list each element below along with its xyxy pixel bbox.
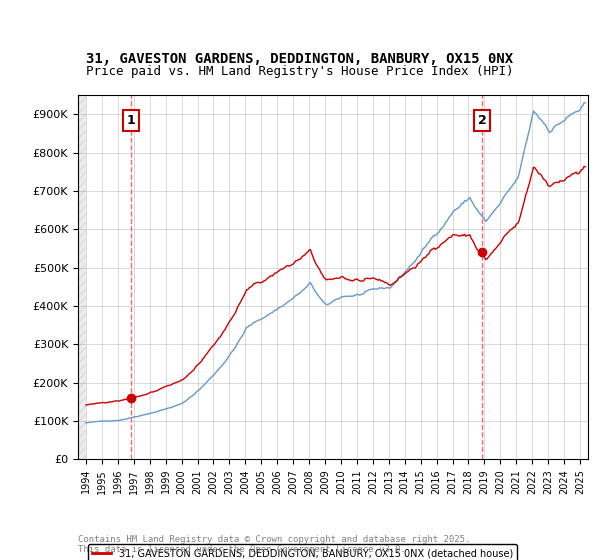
Text: 2: 2: [478, 114, 487, 127]
Bar: [78, 95, 86, 459]
Legend: 31, GAVESTON GARDENS, DEDDINGTON, BANBURY, OX15 0NX (detached house), HPI: Avera: 31, GAVESTON GARDENS, DEDDINGTON, BANBUR…: [88, 544, 517, 560]
Text: 31, GAVESTON GARDENS, DEDDINGTON, BANBURY, OX15 0NX: 31, GAVESTON GARDENS, DEDDINGTON, BANBUR…: [86, 52, 514, 66]
Text: 1: 1: [127, 114, 136, 127]
Text: Contains HM Land Registry data © Crown copyright and database right 2025.
This d: Contains HM Land Registry data © Crown c…: [78, 535, 470, 554]
Text: Price paid vs. HM Land Registry's House Price Index (HPI): Price paid vs. HM Land Registry's House …: [86, 65, 514, 78]
